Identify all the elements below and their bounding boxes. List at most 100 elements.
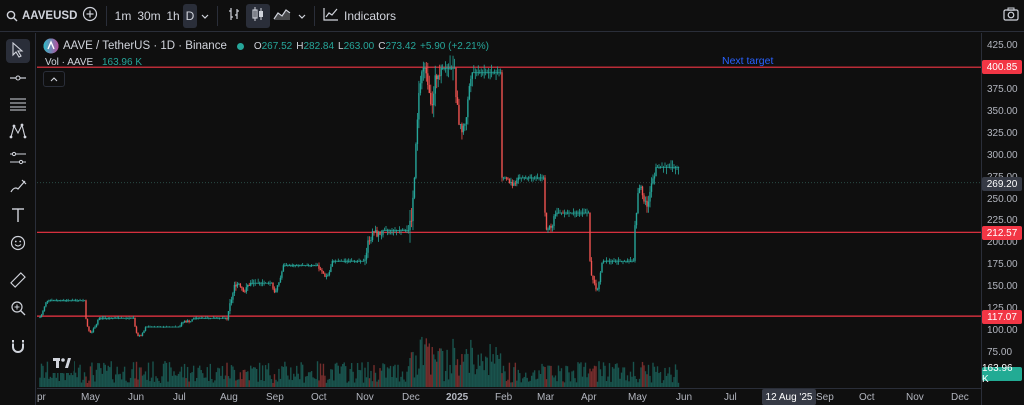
candle-body	[647, 201, 650, 207]
volume-bar	[655, 371, 657, 387]
volume-bar	[641, 361, 644, 387]
time-tick-label: Aug	[220, 392, 238, 403]
volume-bar	[416, 374, 419, 387]
volume-bar	[438, 348, 441, 387]
volume-bar	[653, 366, 656, 387]
level-top-tag: 400.85	[982, 60, 1022, 74]
volume-bar	[267, 363, 270, 387]
price-axis[interactable]: 425.00400.00375.00350.00325.00300.00275.…	[981, 33, 1024, 405]
candle-body	[349, 260, 351, 262]
bar-style-button[interactable]	[222, 4, 246, 28]
volume-value: 163.96 K	[101, 57, 143, 68]
volume-bar	[398, 381, 401, 387]
symbol-search[interactable]: AAVEUSD	[0, 4, 78, 28]
time-tick-label: Jun	[128, 392, 145, 403]
volume-bar	[349, 369, 351, 387]
volume-bar	[489, 344, 491, 387]
candle-body	[339, 260, 341, 262]
volume-bar	[410, 352, 413, 387]
candle-body	[474, 72, 476, 74]
volume-bar	[167, 381, 169, 387]
zoom-in-icon	[10, 300, 26, 319]
volume-bar	[112, 379, 114, 387]
volume-bar	[233, 369, 236, 387]
trend-line-tool[interactable]	[6, 67, 30, 91]
volume-bar	[211, 378, 213, 387]
text-tool[interactable]	[6, 204, 30, 228]
snapshot-button[interactable]	[1000, 4, 1022, 28]
candle-body	[492, 72, 494, 74]
volume-bar	[392, 366, 395, 387]
volume-bar	[437, 351, 439, 387]
legend-high-value: 282.84	[303, 40, 335, 52]
zoom-tool[interactable]	[6, 297, 30, 321]
area-style-button[interactable]	[270, 4, 294, 28]
interval-1m[interactable]: 1m	[114, 8, 132, 23]
ruler-tool[interactable]	[6, 269, 30, 293]
candle-body	[608, 260, 611, 262]
candle-body	[523, 177, 525, 179]
volume-bar	[91, 362, 93, 387]
time-tick-label: Feb	[495, 392, 513, 403]
cursor-tool[interactable]	[6, 39, 30, 63]
candle-body	[114, 317, 117, 319]
interval-1h[interactable]: 1h	[166, 8, 180, 23]
candle-body	[410, 220, 413, 222]
candle-body	[189, 321, 192, 323]
candle-body	[383, 230, 386, 231]
candle-body	[71, 300, 74, 302]
tradingview-logo[interactable]	[50, 353, 74, 373]
volume-bar	[374, 372, 377, 387]
volume-bar	[83, 372, 86, 387]
magnet-tool[interactable]	[6, 335, 30, 359]
candle-body	[499, 72, 502, 74]
volume-bar	[404, 381, 407, 387]
candle-body	[250, 282, 252, 286]
candle-body	[58, 300, 60, 302]
interval-d[interactable]: D	[183, 3, 197, 28]
time-axis[interactable]: pr May Jun Jul Aug Sep Oct Nov Dec 2025 Feb Mar Apr M…	[37, 388, 981, 405]
forecast-tool[interactable]	[6, 147, 30, 171]
brush-tool[interactable]	[6, 175, 30, 199]
candle-body	[464, 123, 466, 126]
volume-bar	[149, 381, 151, 387]
candle-body	[264, 282, 267, 284]
volume-bar	[415, 355, 417, 387]
candle-body	[598, 282, 600, 290]
pattern-tool[interactable]	[6, 120, 30, 144]
candle-body	[89, 330, 92, 333]
candle-body	[665, 167, 668, 168]
chart-type-dropdown[interactable]	[294, 4, 310, 28]
candle-body	[361, 260, 363, 262]
candle-body	[232, 293, 234, 300]
volume-bar	[464, 354, 466, 387]
next-target-label[interactable]: Next target	[722, 55, 774, 67]
compare-add-button[interactable]	[78, 4, 102, 28]
volume-bar	[123, 366, 126, 387]
indicators-button[interactable]: Indicators	[319, 4, 396, 28]
candles-style-button[interactable]	[246, 3, 270, 28]
volume-bar	[315, 379, 317, 387]
volume-bar	[132, 362, 135, 387]
volume-bar	[279, 378, 282, 387]
interval-dropdown[interactable]	[197, 4, 213, 28]
candle-body	[431, 104, 433, 106]
emoji-tool[interactable]	[6, 232, 30, 256]
volume-bar	[206, 367, 208, 387]
candle-body	[110, 317, 112, 319]
collapse-legend-button[interactable]	[43, 71, 65, 87]
candle-body	[39, 317, 41, 318]
volume-bar	[367, 361, 369, 387]
candle-body	[177, 326, 180, 328]
price-chart[interactable]	[37, 33, 981, 388]
volume-bar	[365, 377, 368, 387]
text-icon	[11, 207, 25, 226]
volume-bar	[272, 382, 274, 387]
fib-tool[interactable]	[6, 93, 30, 117]
interval-30m[interactable]: 30m	[137, 8, 161, 23]
candle-body	[392, 230, 395, 231]
volume-bar	[557, 365, 560, 387]
volume-bar	[55, 377, 58, 387]
volume-bar	[608, 363, 611, 387]
candle-body	[299, 265, 301, 267]
